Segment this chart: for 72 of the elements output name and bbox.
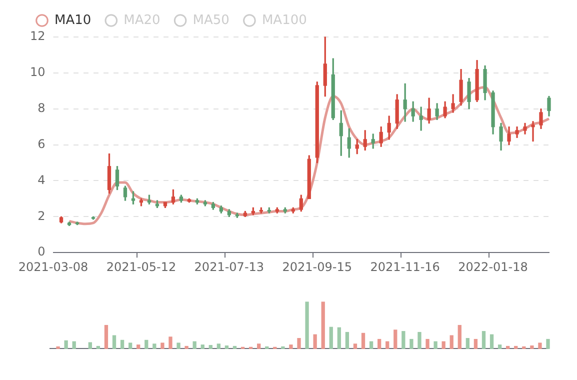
bar <box>337 327 341 349</box>
bar <box>168 336 172 349</box>
bar <box>514 346 518 349</box>
bar <box>522 346 526 349</box>
y-tick-label: 6 <box>38 136 46 151</box>
x-tick-label: 2021-09-15 <box>282 260 352 274</box>
bar <box>192 341 196 349</box>
y-tick-label: 10 <box>30 65 46 80</box>
bar <box>394 330 398 349</box>
bar <box>224 345 229 349</box>
bar <box>353 344 358 349</box>
y-tick-label: 0 <box>38 244 46 259</box>
bar <box>216 344 221 349</box>
bar <box>450 335 454 349</box>
bar <box>490 334 494 349</box>
bar <box>474 338 478 349</box>
bar <box>418 332 422 349</box>
bar <box>321 302 325 349</box>
bar <box>361 332 366 349</box>
bar <box>152 344 156 349</box>
bar <box>538 342 542 349</box>
bar <box>72 341 76 349</box>
bar <box>184 346 188 349</box>
bar <box>546 338 550 349</box>
y-tick-label: 8 <box>38 100 46 115</box>
bar <box>297 338 301 349</box>
bar <box>120 340 124 349</box>
bar <box>104 324 108 349</box>
bar <box>56 346 60 349</box>
x-tick-label: 2021-07-13 <box>194 260 264 274</box>
bar <box>458 324 462 349</box>
bar <box>176 342 180 349</box>
legend-label: MA10 <box>54 12 92 28</box>
bar <box>506 346 510 349</box>
y-tick-label: 4 <box>38 172 46 187</box>
bar <box>442 341 446 349</box>
bar <box>329 326 333 349</box>
bar <box>530 345 534 349</box>
bar <box>232 346 237 349</box>
y-tick-label: 12 <box>30 29 46 44</box>
x-tick-label: 2022-01-18 <box>458 260 528 274</box>
bar <box>313 334 317 349</box>
bar <box>144 340 148 349</box>
bar <box>434 341 438 349</box>
bar <box>377 338 382 349</box>
bar <box>257 344 261 349</box>
bar <box>498 344 502 349</box>
bar <box>265 346 269 349</box>
bar <box>369 341 374 349</box>
bar <box>410 338 414 349</box>
bar <box>112 335 116 349</box>
bar <box>64 340 68 349</box>
x-tick-label: 2021-03-08 <box>18 260 88 274</box>
bar <box>160 342 164 349</box>
bar <box>426 338 430 349</box>
bar <box>305 302 309 349</box>
y-tick-label: 2 <box>38 208 46 223</box>
bar <box>289 344 293 349</box>
bar <box>345 332 350 349</box>
bar <box>200 344 204 349</box>
bar <box>128 342 132 349</box>
bar <box>281 346 285 349</box>
bar <box>88 342 92 349</box>
bar <box>466 338 470 349</box>
x-tick-label: 2021-05-12 <box>106 260 176 274</box>
bar <box>482 331 486 349</box>
bar <box>208 345 212 349</box>
bar <box>402 331 406 349</box>
bar <box>386 341 390 349</box>
bar <box>136 344 140 349</box>
bar <box>96 346 100 349</box>
x-tick-label: 2021-11-16 <box>370 260 440 274</box>
